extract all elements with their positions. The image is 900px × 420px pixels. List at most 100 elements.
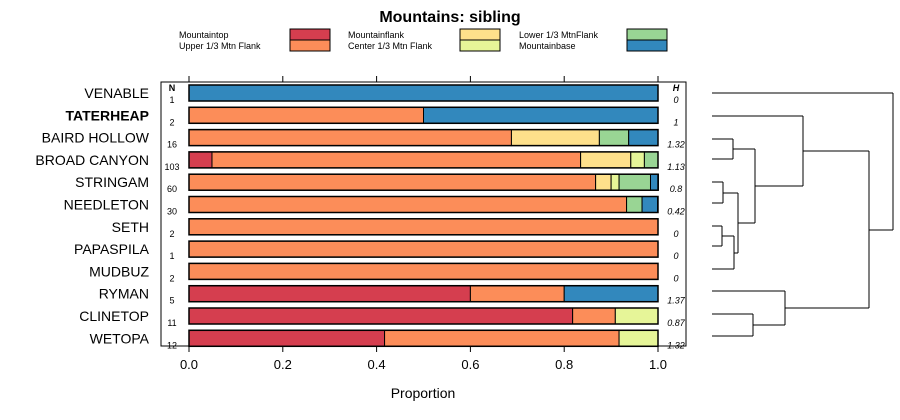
bar-segment [628, 129, 659, 147]
n-value: 2 [169, 117, 174, 127]
bar-segment [641, 196, 659, 213]
n-value: 60 [167, 184, 177, 194]
n-value: 103 [164, 162, 179, 172]
bar-segment [510, 129, 600, 147]
bar-segment [598, 129, 630, 147]
h-value: 0.8 [670, 184, 683, 194]
bar-segment [572, 307, 616, 325]
row-label: BROAD CANYON [35, 152, 149, 168]
h-value: 0 [673, 229, 678, 239]
h-value: 0.42 [667, 207, 685, 217]
h-value: 1.32 [667, 140, 685, 150]
h-value: 0 [673, 273, 678, 283]
bars-group [188, 84, 659, 348]
n-value: 1 [169, 251, 174, 261]
legend-label: Upper 1/3 Mtn Flank [179, 41, 261, 51]
bar-segment [563, 285, 659, 303]
n-value: 12 [167, 340, 177, 350]
bar-segment [188, 307, 574, 325]
row-label: SETH [112, 219, 149, 235]
h-value: 0 [673, 95, 678, 105]
legend-label: Mountainbase [519, 41, 576, 51]
legend-label: Lower 1/3 MtnFlank [519, 30, 599, 40]
bar-segment [188, 240, 659, 258]
n-value: 5 [169, 296, 174, 306]
bar-segment [626, 196, 643, 213]
bar-segment [610, 173, 620, 191]
row-label: RYMAN [99, 286, 149, 302]
row-label: PAPASPILA [74, 241, 150, 257]
x-tick-label: 0.0 [180, 357, 198, 372]
bar-outline [188, 195, 659, 214]
chart-title: Mountains: sibling [379, 9, 520, 26]
bar-segment [188, 151, 213, 169]
bar-outline [188, 173, 659, 191]
h-value: 1 [673, 117, 678, 127]
legend-label: Mountaintop [179, 30, 229, 40]
row-label: NEEDLETON [64, 197, 149, 213]
x-tick-label: 0.4 [368, 357, 386, 372]
x-axis-label: Proportion [391, 385, 456, 401]
bar-outline [188, 329, 659, 348]
bar-segment [643, 151, 659, 169]
bar-segment [423, 106, 659, 124]
n-value: 30 [167, 207, 177, 217]
h-value: 1.13 [667, 162, 685, 172]
bar-segment [469, 285, 565, 303]
row-label: VENABLE [84, 85, 149, 101]
row-labels-group: VENABLE 1 0 TATERHEAP 2 1 BAIRD HOLLOW 16 1.32 BR… [35, 85, 685, 350]
bar-segment [188, 106, 424, 124]
bar-segment [188, 196, 628, 213]
bar-outline [188, 240, 659, 258]
n-value: 2 [169, 229, 174, 239]
bar-outline [188, 128, 659, 147]
n-value: 11 [167, 318, 176, 328]
bar-segment [211, 151, 582, 169]
bar-segment [188, 285, 471, 303]
n-value: 2 [169, 273, 174, 283]
legend-swatch [459, 39, 501, 52]
bar-segment [580, 151, 632, 169]
n-value: 16 [167, 140, 177, 150]
legend-label: Mountainflank [348, 30, 405, 40]
legend-label: Center 1/3 Mtn Flank [348, 41, 433, 51]
legend-swatch [626, 28, 668, 41]
row-label: CLINETOP [79, 308, 149, 324]
x-tick-label: 1.0 [649, 357, 667, 372]
bar-segment [188, 173, 597, 191]
x-tick-label: 0.6 [461, 357, 479, 372]
h-value: 1.37 [667, 296, 686, 306]
bar-outline [188, 262, 659, 281]
bar-segment [618, 329, 659, 347]
legend-swatch [626, 39, 668, 52]
bar-outline [188, 151, 659, 169]
x-axis: 0.0 0.2 0.4 0.6 0.8 1.0 [180, 76, 667, 372]
bar-outline [188, 106, 659, 125]
h-column-header: H [673, 83, 680, 93]
row-label: STRINGAM [75, 174, 149, 190]
row-label: TATERHEAP [66, 107, 149, 123]
bar-segment [188, 84, 659, 102]
h-value: 0 [673, 251, 678, 261]
bar-segment [188, 262, 659, 280]
h-value: 0.87 [667, 318, 686, 328]
row-label: BAIRD HOLLOW [42, 130, 150, 146]
legend-swatch [289, 28, 331, 41]
legend-swatch [459, 28, 501, 41]
bar-segment [595, 173, 612, 191]
bar-outline [188, 218, 659, 236]
bar-segment [384, 329, 620, 347]
bar-outline [188, 284, 659, 303]
bar-outline [188, 84, 659, 102]
x-tick-label: 0.2 [274, 357, 292, 372]
bar-segment [188, 218, 659, 236]
x-tick-label: 0.8 [555, 357, 573, 372]
bar-outline [188, 307, 659, 325]
h-value: 1.32 [667, 340, 685, 350]
dendrogram [712, 92, 894, 337]
bar-segment [188, 129, 512, 147]
legend-swatch [289, 39, 331, 52]
n-column-header: N [169, 83, 176, 93]
